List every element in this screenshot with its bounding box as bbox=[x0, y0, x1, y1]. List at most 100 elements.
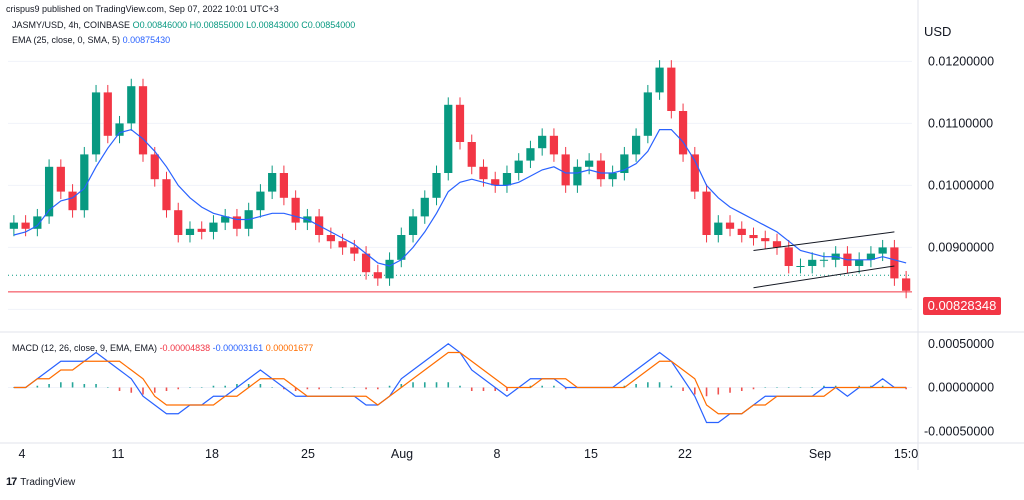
symbol-legend: JASMY/USD, 4h, COINBASE O0.00846000 H0.0… bbox=[12, 20, 355, 30]
macd-histogram-bar bbox=[423, 382, 426, 388]
candle-body bbox=[80, 154, 89, 211]
candle-body bbox=[667, 67, 676, 111]
macd-tick-label: -0.00050000 bbox=[924, 424, 994, 438]
candle-body bbox=[514, 160, 523, 173]
ohlc-values: O0.00846000 H0.00855000 L0.00843000 C0.0… bbox=[132, 20, 356, 30]
candle-body bbox=[56, 166, 65, 192]
macd-histogram-bar bbox=[212, 385, 215, 388]
candle-body bbox=[890, 247, 899, 279]
macd-histogram-bar bbox=[447, 382, 450, 388]
candle-body bbox=[819, 259, 829, 261]
macd-histogram-bar bbox=[95, 384, 97, 388]
macd-histogram-bar bbox=[494, 387, 497, 391]
macd-histogram-bar bbox=[670, 385, 673, 388]
price-tick-label: 0.01000000 bbox=[928, 178, 994, 192]
macd-histogram-bar bbox=[118, 387, 121, 391]
macd-histogram-bar bbox=[694, 387, 696, 395]
candle-body bbox=[350, 247, 359, 254]
axis-layer: USD 0.01200000 0.01100000 0.01000000 0.00900… bbox=[19, 24, 995, 461]
candle-body bbox=[326, 235, 335, 242]
macd-histogram-bar bbox=[881, 385, 884, 388]
macd-histogram-bar bbox=[870, 385, 872, 388]
macd-histogram-bar bbox=[247, 384, 250, 388]
candle-body bbox=[162, 179, 171, 211]
macd-histogram-bar bbox=[529, 385, 532, 388]
macd-histogram-bar bbox=[435, 382, 438, 388]
candle-body bbox=[338, 241, 347, 248]
candle-body bbox=[33, 216, 42, 229]
macd-histogram-bar bbox=[658, 382, 661, 388]
macd-histogram-bar bbox=[564, 387, 567, 390]
macd-histogram-bar bbox=[318, 387, 320, 390]
candle-body bbox=[408, 216, 418, 235]
candle-body bbox=[373, 272, 382, 279]
macd-histogram-bar bbox=[283, 387, 285, 390]
tradingview-logo[interactable]: 17 TradingView bbox=[6, 476, 75, 488]
candle-body bbox=[150, 154, 159, 180]
macd-histogram-bar bbox=[623, 385, 626, 388]
candle-body bbox=[585, 160, 594, 167]
macd-histogram-bar bbox=[506, 387, 508, 391]
candle-body bbox=[678, 111, 688, 155]
candle-body bbox=[902, 278, 911, 291]
candle-body bbox=[209, 222, 218, 232]
price-tick-label: 0.01100000 bbox=[928, 116, 993, 130]
price-tick-label: 0.01200000 bbox=[928, 54, 994, 68]
time-tick-label: 15:0 bbox=[894, 447, 918, 461]
candle-body bbox=[432, 173, 441, 198]
attribution-text: crispus9 published on TradingView.com, S… bbox=[6, 4, 279, 14]
candle-body bbox=[279, 173, 289, 198]
candle-body bbox=[185, 228, 195, 235]
price-axis-currency: USD bbox=[924, 24, 951, 39]
symbol-name[interactable]: JASMY/USD, 4h, COINBASE bbox=[12, 20, 131, 30]
macd-value-3: 0.00001677 bbox=[265, 343, 314, 353]
candle-body bbox=[714, 222, 723, 235]
macd-histogram-bar bbox=[834, 385, 837, 388]
candle-body bbox=[397, 235, 406, 260]
candle-body bbox=[631, 135, 641, 155]
candle-body bbox=[573, 166, 582, 186]
macd-label[interactable]: MACD (12, 26, close, 9, EMA, EMA) bbox=[12, 343, 158, 353]
macd-histogram-bar bbox=[764, 387, 767, 388]
candle-body bbox=[197, 228, 206, 232]
macd-histogram-bar bbox=[752, 387, 755, 390]
candle-body bbox=[138, 86, 148, 155]
macd-histogram-bar bbox=[858, 385, 860, 388]
macd-histogram-bar bbox=[400, 384, 403, 388]
price-tick-label: 0.00900000 bbox=[928, 240, 994, 254]
macd-histogram-bar bbox=[459, 385, 461, 388]
candle-body bbox=[866, 253, 876, 260]
candle-body bbox=[561, 154, 570, 186]
time-tick-label: Sep bbox=[809, 447, 831, 461]
macd-histogram-bar bbox=[482, 387, 485, 391]
macd-histogram-bar bbox=[330, 387, 332, 388]
candle-body bbox=[127, 86, 136, 124]
ema-label[interactable]: EMA (25, close, 0, SMA, 5) bbox=[12, 35, 121, 45]
macd-histogram-bar bbox=[130, 387, 133, 393]
candle-body bbox=[608, 173, 617, 180]
macd-histogram-bar bbox=[388, 385, 391, 388]
candle-body bbox=[361, 253, 371, 273]
candle-body bbox=[749, 235, 758, 239]
channel-upper-line bbox=[753, 231, 895, 251]
macd-histogram-bar bbox=[377, 387, 379, 390]
macd-value-1: -0.00004838 bbox=[159, 343, 211, 353]
candle-body bbox=[174, 210, 183, 235]
macd-legend: MACD (12, 26, close, 9, EMA, EMA) -0.000… bbox=[12, 343, 313, 353]
candle-body bbox=[643, 92, 652, 136]
candle-body bbox=[268, 173, 277, 192]
ema-line bbox=[13, 128, 907, 267]
macd-histogram-bar bbox=[83, 384, 86, 388]
macd-value-2: -0.00003161 bbox=[212, 343, 264, 353]
macd-histogram-bar bbox=[787, 387, 790, 388]
candle-body bbox=[538, 135, 547, 149]
time-tick-label: 25 bbox=[301, 447, 315, 461]
candle-body bbox=[596, 160, 605, 180]
macd-histogram-bar bbox=[294, 387, 297, 391]
ema-legend: EMA (25, close, 0, SMA, 5) 0.00875430 bbox=[12, 35, 170, 45]
candle-body bbox=[761, 238, 770, 242]
macd-histogram-bar bbox=[553, 385, 555, 388]
macd-histogram-bar bbox=[48, 384, 50, 388]
macd-histogram-bar bbox=[224, 385, 226, 388]
